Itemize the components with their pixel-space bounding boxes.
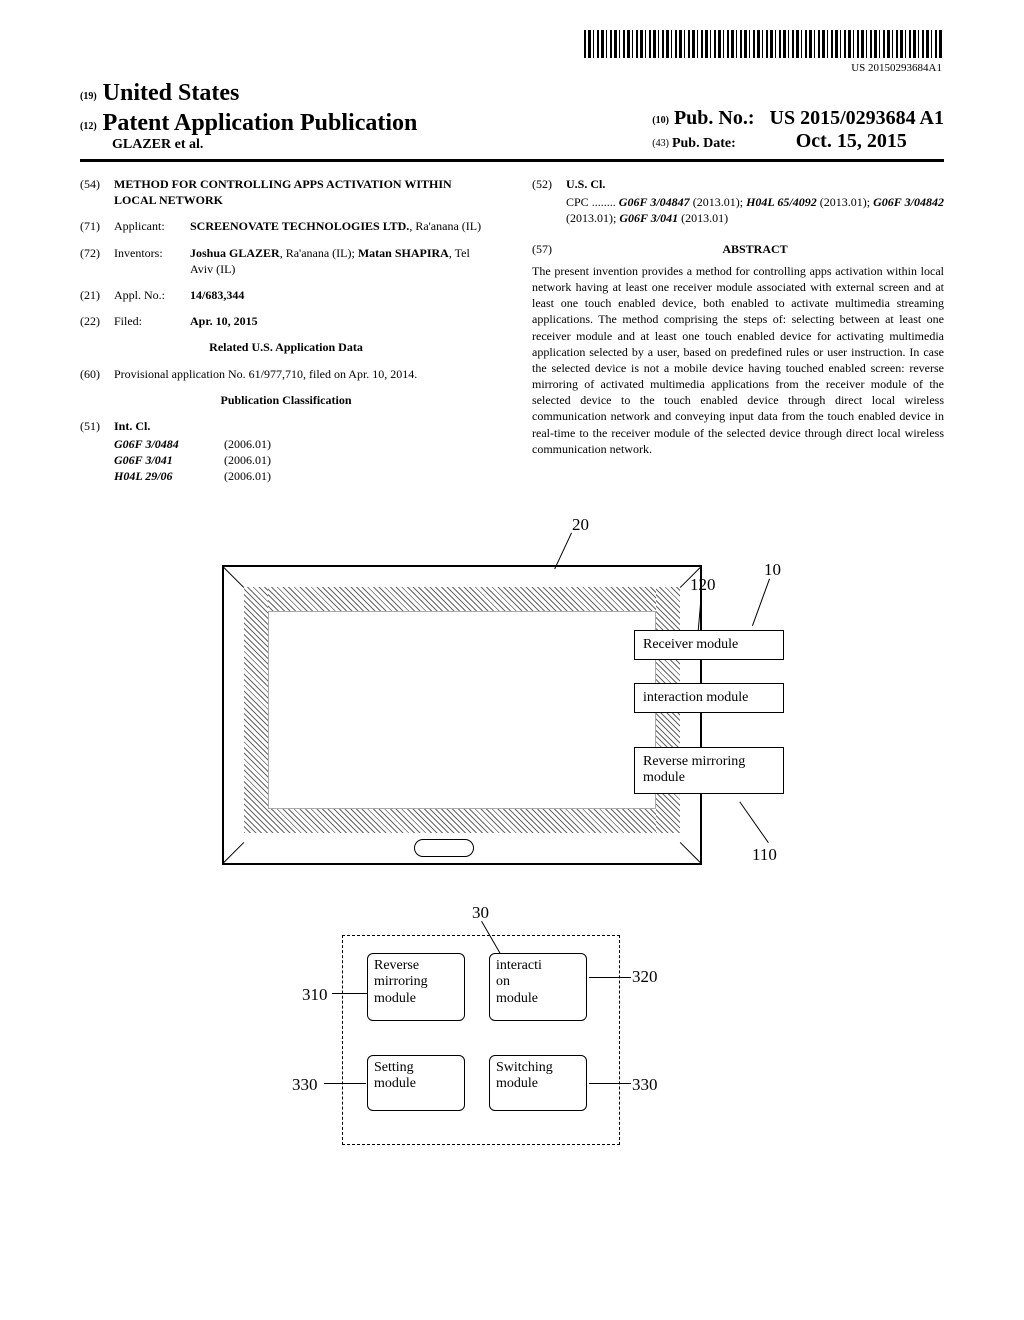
- filed-date: Apr. 10, 2015: [190, 313, 492, 329]
- header-left: (12) Patent Application Publication GLAZ…: [80, 110, 417, 153]
- intcl-table: G06F 3/0484(2006.01) G06F 3/041(2006.01)…: [114, 436, 492, 485]
- box-switching: Switching module: [489, 1055, 587, 1111]
- biblio-right: (52) U.S. Cl. CPC ........ G06F 3/04847 …: [532, 176, 944, 485]
- intcl-row: G06F 3/041(2006.01): [114, 452, 492, 468]
- applicant-name: SCREENOVATE TECHNOLOGIES LTD.: [190, 219, 409, 233]
- intcl-row: H04L 29/06(2006.01): [114, 468, 492, 484]
- code-71: (71): [80, 218, 114, 234]
- pubno-label: Pub. No.:: [674, 107, 755, 129]
- provisional-body: Provisional application No. 61/977,710, …: [114, 366, 492, 382]
- pubdate-label: Pub. Date:: [672, 136, 736, 151]
- pubno: US 2015/0293684 A1: [770, 107, 944, 129]
- abstract-head: ABSTRACT: [566, 241, 944, 257]
- tv-button: [414, 839, 474, 857]
- box-rev2: Reverse mirroring module: [367, 953, 465, 1021]
- patent-figure: 20 10 120 Receiver module interaction mo…: [192, 515, 832, 1155]
- ref-320: 320: [632, 967, 658, 987]
- biblio-columns: (54) METHOD FOR CONTROLLING APPS ACTIVAT…: [80, 176, 944, 485]
- label-uscl: U.S. Cl.: [566, 176, 944, 192]
- box-setting: Setting module: [367, 1055, 465, 1111]
- box-interacti: interactionmodule: [489, 953, 587, 1021]
- code-57: (57): [532, 241, 566, 257]
- abstract-body: The present invention provides a method …: [532, 263, 944, 457]
- ref-110: 110: [752, 845, 777, 865]
- ref-10: 10: [764, 560, 781, 580]
- barcode: [584, 30, 944, 58]
- code-51: (51): [80, 418, 114, 434]
- tv-outer: [222, 565, 702, 865]
- appl-no: 14/683,344: [190, 287, 492, 303]
- code-12: (12): [80, 121, 97, 132]
- barcode-area: US 20150293684A1: [80, 30, 944, 74]
- header-right: (10) Pub. No.: US 2015/0293684 A1 (43) P…: [652, 107, 944, 153]
- tv-bezel: [244, 587, 680, 833]
- pubdate: Oct. 15, 2015: [796, 130, 907, 153]
- biblio-left: (54) METHOD FOR CONTROLLING APPS ACTIVAT…: [80, 176, 492, 485]
- code-10: (10): [652, 115, 669, 126]
- code-52: (52): [532, 176, 566, 192]
- code-21: (21): [80, 287, 114, 303]
- ref-20: 20: [572, 515, 589, 535]
- barcode-number: US 20150293684A1: [80, 62, 942, 74]
- header-rule: [80, 159, 944, 162]
- inventors-body: Joshua GLAZER, Ra'anana (IL); Matan SHAP…: [190, 245, 492, 277]
- invention-title: METHOD FOR CONTROLLING APPS ACTIVATION W…: [114, 176, 492, 208]
- code-60: (60): [80, 366, 114, 382]
- label-intcl: Int. Cl.: [114, 418, 492, 434]
- box-receiver: Receiver module: [634, 630, 784, 661]
- ref-330a: 330: [292, 1075, 318, 1095]
- applicant-loc: , Ra'anana (IL): [409, 219, 481, 233]
- label-inventors: Inventors:: [114, 245, 190, 277]
- label-filed: Filed:: [114, 313, 190, 329]
- cpc-block: CPC ........ G06F 3/04847 (2013.01); H04…: [566, 194, 944, 226]
- header-columns: (12) Patent Application Publication GLAZ…: [80, 107, 944, 153]
- figure-wrap: 20 10 120 Receiver module interaction mo…: [80, 515, 944, 1155]
- box-revmirror: Reverse mirroring module: [634, 747, 784, 795]
- related-head: Related U.S. Application Data: [80, 339, 492, 355]
- pub-type: Patent Application Publication: [103, 110, 418, 136]
- code-43: (43): [652, 138, 669, 149]
- tv-screen: [268, 611, 656, 809]
- label-applno: Appl. No.:: [114, 287, 190, 303]
- pubclass-head: Publication Classification: [80, 392, 492, 408]
- authors-line: GLAZER et al.: [112, 137, 417, 153]
- ref-30: 30: [472, 903, 489, 923]
- code-22: (22): [80, 313, 114, 329]
- cpc-body: G06F 3/04847: [616, 195, 690, 209]
- header-country-row: (19) United States: [80, 80, 944, 107]
- intcl-row: G06F 3/0484(2006.01): [114, 436, 492, 452]
- code-19: (19): [80, 91, 97, 102]
- ref-310: 310: [302, 985, 328, 1005]
- label-applicant: Applicant:: [114, 218, 190, 234]
- code-72: (72): [80, 245, 114, 277]
- ref-330b: 330: [632, 1075, 658, 1095]
- box-interaction: interaction module: [634, 683, 784, 714]
- code-54: (54): [80, 176, 114, 208]
- cpc-lead: CPC ........: [566, 195, 616, 209]
- country: United States: [103, 80, 240, 106]
